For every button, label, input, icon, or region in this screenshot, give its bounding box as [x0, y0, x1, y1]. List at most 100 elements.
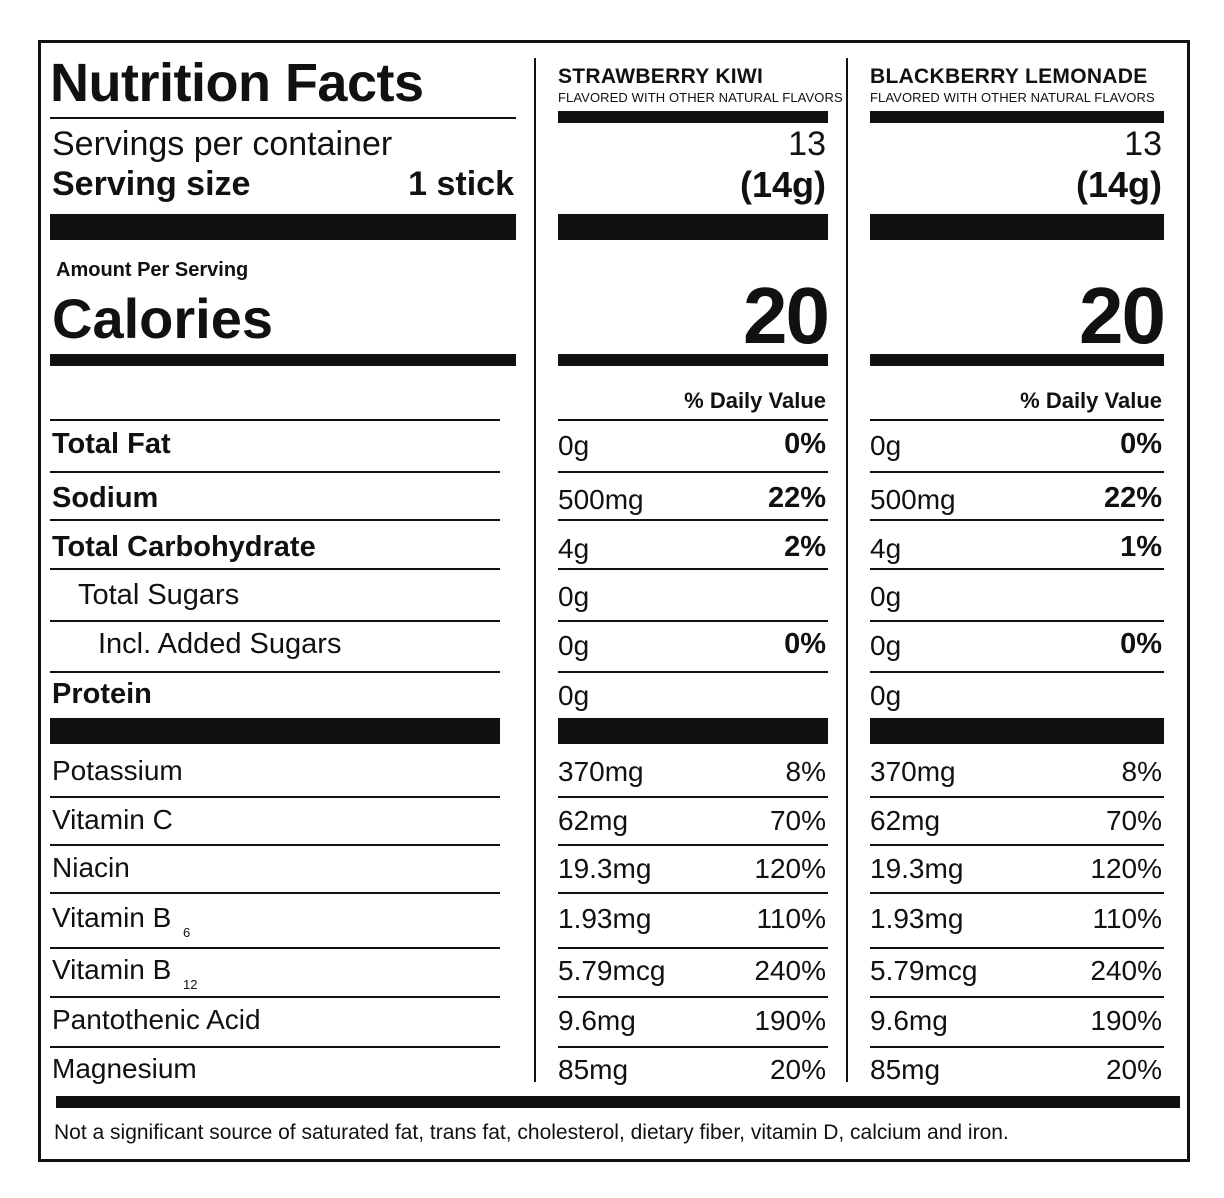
p1-amount: 0g [558, 680, 590, 711]
p1-amount: 0g [558, 581, 590, 612]
p1-daily-value: 120% [754, 853, 826, 884]
p2-daily-value: 20% [1105, 1054, 1162, 1085]
p2-amount: 0g [870, 581, 902, 612]
nutrient-label: Sodium [52, 482, 159, 514]
p2-daily-value: 190% [1090, 1005, 1162, 1036]
nutrient-label: Protein [52, 678, 152, 710]
p2-daily-value: 70% [1105, 805, 1162, 836]
p2-daily-value: 8% [1121, 756, 1162, 787]
row-rule-left [50, 892, 500, 894]
row-rule-p1 [558, 519, 828, 521]
row-rule-p1 [558, 671, 828, 673]
column-divider-1 [534, 58, 536, 1082]
row-rule-p2 [870, 892, 1164, 894]
vitamin-subscript: 6 [183, 925, 191, 940]
row-rule-p2 [870, 519, 1164, 521]
footnote: Not a significant source of saturated fa… [54, 1121, 1009, 1144]
serving-size-value: 1 stick [408, 165, 514, 203]
row-rule-p1 [558, 1046, 828, 1048]
vitamin-label: Niacin [52, 852, 130, 883]
vitamin-subscript: 12 [183, 977, 198, 992]
row-rule-p1 [558, 620, 828, 622]
p1-daily-value: 0% [784, 628, 826, 660]
vitamin-label: Vitamin C [52, 804, 173, 835]
product-2-serving-size: (14g) [1075, 164, 1162, 205]
product-2-header-rule [870, 111, 1164, 123]
p2-daily-value: 1% [1120, 531, 1162, 563]
p1-amount: 0g [558, 630, 590, 661]
row-rule-p2 [870, 568, 1164, 570]
p2-daily-value: 0% [1120, 428, 1162, 460]
p2-amount: 85mg [870, 1054, 941, 1085]
protein-thick-rule-left [50, 718, 500, 744]
serving-thick-rule [50, 214, 516, 240]
row-rule-p2 [870, 947, 1164, 949]
p1-daily-value: 0% [784, 428, 826, 460]
p2-daily-value: 22% [1103, 482, 1162, 514]
vitamin-label: Vitamin B [52, 954, 172, 985]
p2-daily-value: 110% [1092, 903, 1162, 934]
row-rule-left [50, 519, 500, 521]
calories-rule [50, 354, 516, 366]
dv-rule-left [50, 419, 500, 421]
row-rule-p1 [558, 844, 828, 846]
row-rule-left [50, 1046, 500, 1048]
row-rule-left [50, 947, 500, 949]
row-rule-p1 [558, 996, 828, 998]
nutrient-label: Total Fat [52, 428, 171, 460]
p1-daily-value: 240% [754, 955, 826, 986]
protein-thick-rule-p1 [558, 718, 828, 744]
p1-daily-value: 8% [785, 756, 826, 787]
p2-amount: 62mg [870, 805, 941, 836]
row-rule-p2 [870, 996, 1164, 998]
row-rule-left [50, 471, 500, 473]
product-2-calories-rule [870, 354, 1164, 366]
nutrient-label: Incl. Added Sugars [98, 628, 342, 660]
amount-per-serving: Amount Per Serving [56, 259, 249, 281]
row-rule-p1 [558, 892, 828, 894]
product-1-name: STRAWBERRY KIWI [558, 65, 764, 88]
nutrient-label: Total Sugars [78, 579, 240, 611]
p2-amount: 0g [870, 430, 902, 461]
product-1-serving-size: (14g) [739, 164, 826, 205]
p1-amount: 4g [558, 533, 590, 564]
p1-daily-value: 2% [784, 531, 826, 563]
p2-daily-value: 240% [1090, 955, 1162, 986]
label-frame [38, 40, 1190, 1162]
product-1-subtitle: FLAVORED WITH OTHER NATURAL FLAVORS [558, 90, 843, 105]
product-2-name: BLACKBERRY LEMONADE [870, 65, 1148, 88]
p2-amount: 19.3mg [870, 853, 964, 884]
nutrient-label: Total Carbohydrate [52, 531, 316, 563]
p2-amount: 500mg [870, 484, 956, 515]
p2-amount: 1.93mg [870, 903, 964, 934]
row-rule-p2 [870, 671, 1164, 673]
p1-daily-value: 22% [767, 482, 826, 514]
footer-thick-rule [56, 1096, 1180, 1108]
p1-amount: 62mg [558, 805, 629, 836]
vitamin-label: Magnesium [52, 1053, 197, 1084]
row-rule-p2 [870, 844, 1164, 846]
serving-size-label: Serving size [52, 165, 251, 203]
p1-daily-value: 190% [754, 1005, 826, 1036]
p1-daily-value: 70% [769, 805, 826, 836]
row-rule-left [50, 620, 500, 622]
p1-amount: 1.93mg [558, 903, 652, 934]
protein-thick-rule-p2 [870, 718, 1164, 744]
dv-rule-p1 [558, 419, 828, 421]
row-rule-p1 [558, 568, 828, 570]
product-2-serving-rule [870, 214, 1164, 240]
p2-daily-value: 120% [1090, 853, 1162, 884]
vitamin-label: Pantothenic Acid [52, 1004, 261, 1035]
dv-rule-p2 [870, 419, 1164, 421]
p2-amount: 0g [870, 680, 902, 711]
product-1-servings: 13 [788, 125, 826, 163]
row-rule-p2 [870, 1046, 1164, 1048]
p2-amount: 4g [870, 533, 902, 564]
p1-amount: 85mg [558, 1054, 629, 1085]
product-2-dv-header: % Daily Value [1020, 388, 1162, 413]
p1-amount: 370mg [558, 756, 644, 787]
row-rule-left [50, 844, 500, 846]
title-rule [50, 117, 516, 119]
row-rule-left [50, 568, 500, 570]
row-rule-left [50, 996, 500, 998]
